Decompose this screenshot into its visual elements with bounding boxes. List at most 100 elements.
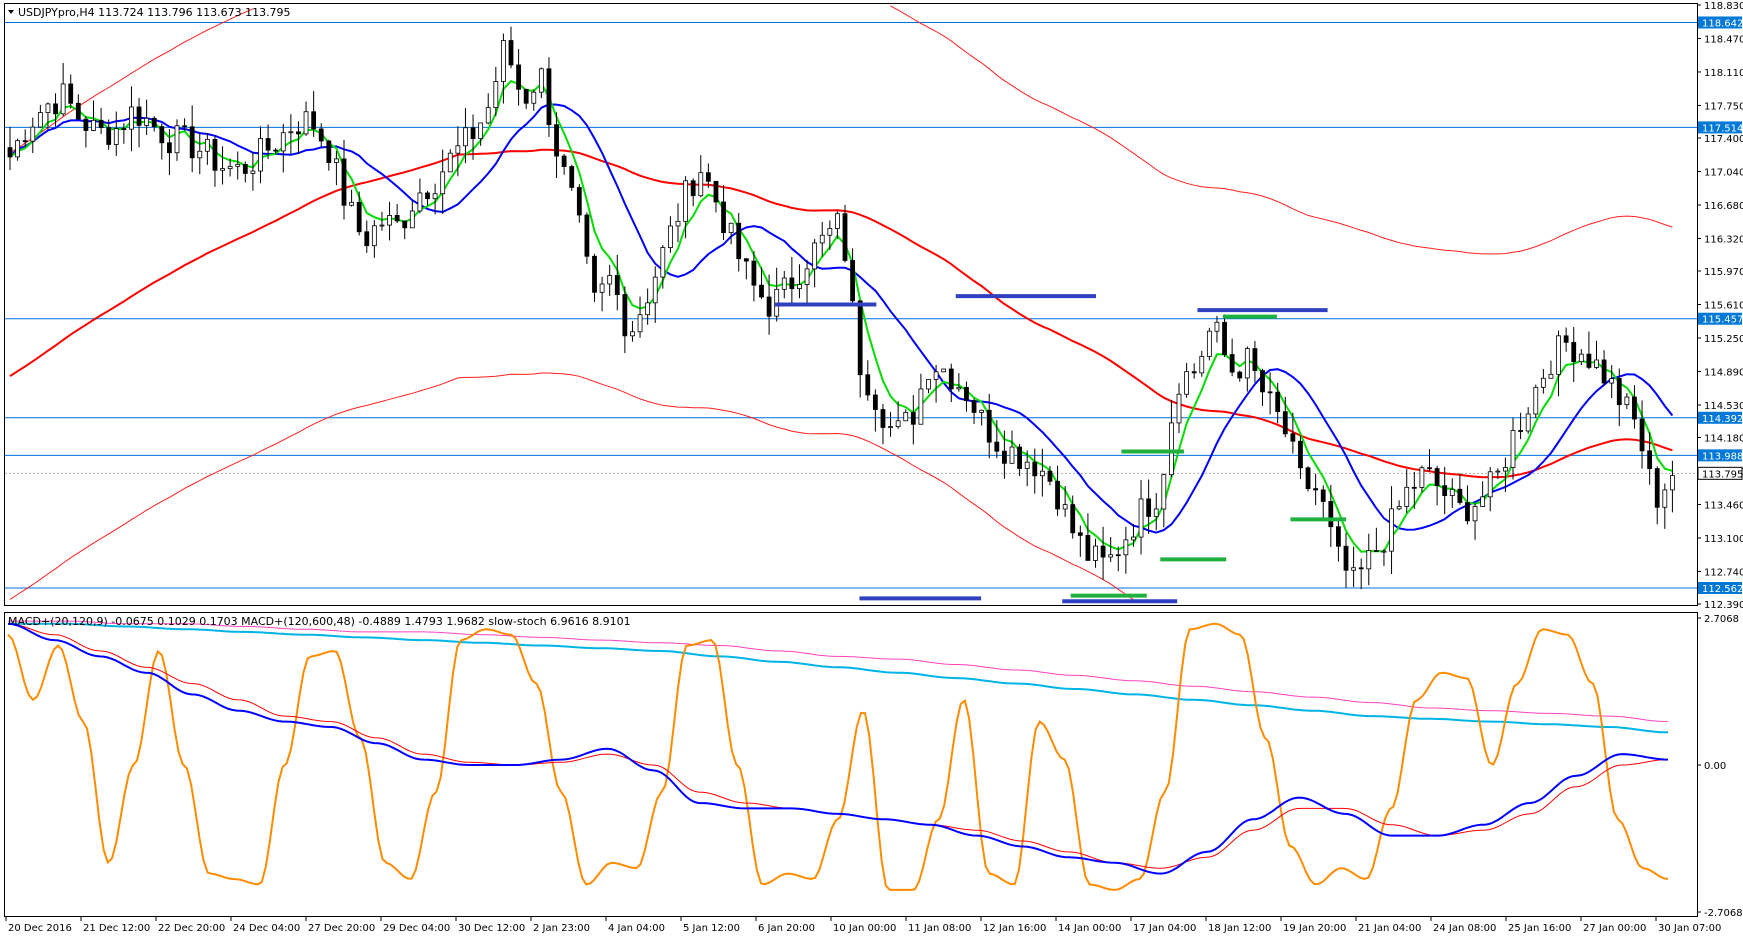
candle-body <box>1108 554 1114 558</box>
candle-body <box>713 180 719 203</box>
time-tick-label: 20 Dec 2016 <box>8 923 72 934</box>
candle-body <box>516 64 521 90</box>
indicator-info-label: MACD+(20,120,9) -0.0675 0.1029 0.1703 MA… <box>8 615 631 628</box>
candle-body <box>1222 321 1227 355</box>
candle-body <box>341 158 347 206</box>
candle-body <box>1518 430 1523 432</box>
candle-body <box>250 170 256 174</box>
candle-body <box>1169 422 1174 476</box>
candle-body <box>1260 370 1265 393</box>
candle-body <box>45 103 51 113</box>
candle-body <box>576 187 582 216</box>
candle-body <box>1138 498 1144 538</box>
candle-body <box>812 242 818 270</box>
candle-body <box>227 165 233 170</box>
price-tick-label: 117.400 <box>1704 134 1743 145</box>
candle-body <box>1480 496 1486 507</box>
candle-body <box>1472 506 1478 522</box>
candle-body <box>1434 468 1440 487</box>
indicator-tick-label: 2.7068 <box>1704 614 1739 625</box>
candle-body <box>1336 526 1341 547</box>
candle-body <box>144 117 150 126</box>
candle-body <box>1024 461 1030 469</box>
candle-body <box>1624 396 1630 406</box>
candle-body <box>60 83 66 115</box>
candle-body <box>53 103 58 115</box>
candle-body <box>1373 550 1379 552</box>
moving-averages <box>9 79 1674 553</box>
symbol-dropdown-icon[interactable] <box>8 10 14 14</box>
candle-body <box>1670 475 1675 491</box>
candle-body <box>979 409 985 413</box>
time-tick-label: 4 Jan 04:00 <box>608 923 665 934</box>
current-price-label: 113.795 <box>1702 469 1743 480</box>
time-tick-label: 25 Jan 16:00 <box>1508 923 1571 934</box>
candle-body <box>1085 535 1091 561</box>
candle-body <box>1442 485 1448 496</box>
candle-body <box>751 260 757 286</box>
candle-body <box>379 224 385 227</box>
candle-body <box>781 277 787 290</box>
candle-body <box>15 140 20 158</box>
price-tick-label: 117.750 <box>1704 101 1743 112</box>
candle-body <box>470 127 476 140</box>
time-tick-label: 27 Dec 20:00 <box>308 923 375 934</box>
price-tick-label: 114.890 <box>1704 367 1743 378</box>
candle-body <box>1639 418 1645 452</box>
candle-body <box>728 222 734 234</box>
candle-body <box>1381 550 1387 553</box>
price-tick-label: 118.830 <box>1704 1 1743 12</box>
candle-body <box>129 106 134 130</box>
macd-slow-main-line <box>8 622 1669 734</box>
candle-body <box>83 118 89 131</box>
candle-body <box>705 172 711 182</box>
candle-body <box>637 314 643 333</box>
candle-body <box>204 138 210 152</box>
candle-body <box>698 172 704 197</box>
price-tick-label: 118.470 <box>1704 34 1743 45</box>
time-tick-label: 2 Jan 23:00 <box>533 923 590 934</box>
candle-body <box>607 275 613 285</box>
candle-body <box>288 131 294 134</box>
candle-body <box>189 126 195 159</box>
candle-body <box>546 68 552 126</box>
level-price-label: 118.642 <box>1702 18 1743 29</box>
candle-body <box>766 296 772 317</box>
candle-body <box>622 294 628 337</box>
candle-body <box>1578 353 1584 363</box>
candle-body <box>1449 488 1455 496</box>
candle-body <box>1313 488 1319 491</box>
candle-body <box>827 228 833 236</box>
candle-body <box>1358 567 1364 570</box>
candle-body <box>1093 545 1098 561</box>
candle-body <box>1427 467 1432 470</box>
candle-body <box>432 193 438 200</box>
candle-body <box>425 192 430 200</box>
candle-body <box>1328 501 1334 528</box>
candle-body <box>394 215 400 222</box>
candle-body <box>151 117 157 128</box>
candle-body <box>1389 508 1394 552</box>
candle-body <box>1290 433 1296 442</box>
indicator-lines <box>7 620 1669 891</box>
time-tick-label: 17 Jan 04:00 <box>1133 923 1196 934</box>
time-tick-label: 30 Jan 07:00 <box>1658 923 1721 934</box>
price-tick-label: 116.320 <box>1704 234 1743 245</box>
level-price-label: 112.562 <box>1702 584 1743 595</box>
time-tick-label: 22 Dec 20:00 <box>158 923 225 934</box>
candle-body <box>75 102 81 120</box>
candle-body <box>167 142 172 154</box>
time-tick-label: 29 Dec 04:00 <box>383 923 450 934</box>
price-tick-label: 116.680 <box>1704 201 1743 212</box>
level-price-tag <box>1698 16 1742 29</box>
candle-body <box>1305 467 1311 489</box>
candle-body <box>1404 486 1410 507</box>
candle-body <box>447 152 453 173</box>
level-price-label: 117.514 <box>1702 123 1743 134</box>
candle-body <box>508 40 514 66</box>
candle-body <box>933 371 939 380</box>
candle-body <box>113 128 119 145</box>
candle-body <box>212 138 218 171</box>
candle-body <box>1503 467 1508 472</box>
